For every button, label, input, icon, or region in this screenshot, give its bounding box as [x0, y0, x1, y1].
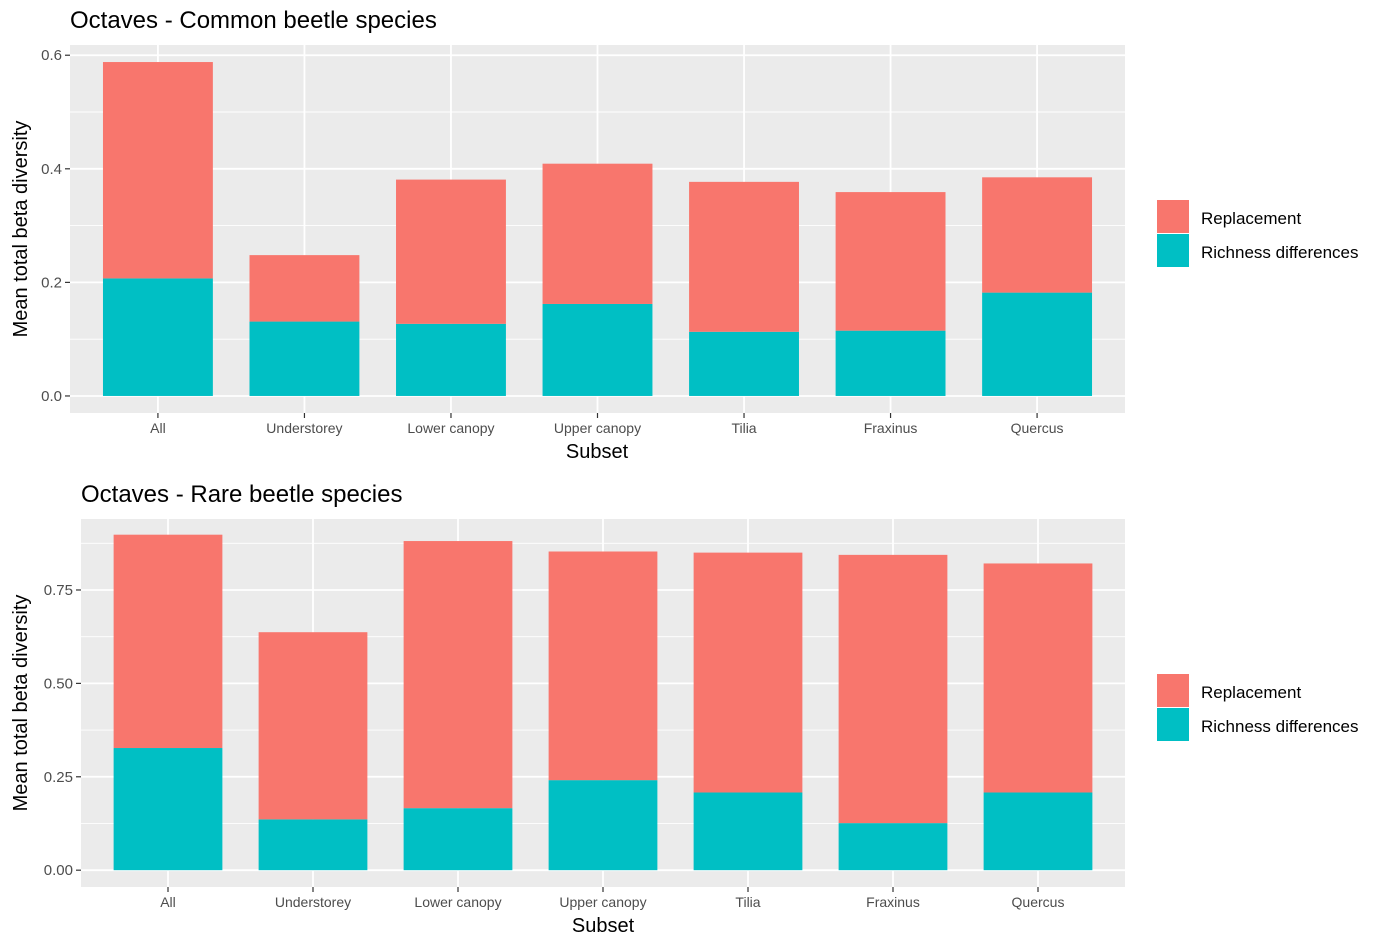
bar-fraxinus-replacement — [838, 554, 948, 824]
bar-quercus-replacement — [983, 563, 1093, 793]
bar-all-richness-differences — [113, 748, 223, 871]
x-tick-label-fraxinus: Fraxinus — [866, 894, 920, 910]
x-tick-label-all: All — [150, 420, 166, 436]
x-tick-label-lower-canopy: Lower canopy — [407, 420, 494, 436]
bar-upper-canopy-richness-differences — [548, 780, 658, 871]
y-tick-label: 0.4 — [41, 161, 62, 178]
bar-all-replacement — [102, 62, 213, 279]
chart-panel-common: Octaves - Common beetle species 0.00.20.… — [10, 7, 1359, 463]
x-tick-label-understorey: Understorey — [275, 894, 351, 910]
chart-panel-rare: Octaves - Rare beetle species 0.000.250.… — [10, 481, 1359, 937]
bars — [102, 62, 1093, 396]
bar-lower-canopy-richness-differences — [403, 808, 513, 871]
legend-label-replacement: Replacement — [1201, 683, 1301, 702]
legend-swatch-replacement — [1157, 200, 1189, 233]
bar-tilia-richness-differences — [693, 792, 803, 871]
bars — [113, 534, 1093, 871]
x-tick-label-upper-canopy: Upper canopy — [554, 420, 641, 436]
y-tick-label: 0.2 — [41, 274, 62, 291]
x-tick-label-tilia: Tilia — [735, 894, 760, 910]
x-tick-label-tilia: Tilia — [731, 420, 756, 436]
bar-quercus-richness-differences — [982, 292, 1093, 396]
y-axis-title: Mean total beta diversity — [10, 595, 32, 812]
legend-swatch-richness-differences — [1157, 234, 1189, 267]
chart-title: Octaves - Common beetle species — [70, 7, 437, 34]
y-axis-title: Mean total beta diversity — [10, 121, 32, 338]
bar-understorey-richness-differences — [258, 819, 368, 871]
y-tick-label: 0.75 — [44, 582, 73, 599]
x-axis-ticks: All Understorey Lower canopy Upper canopy Ti… — [160, 887, 1064, 910]
legend-label-replacement: Replacement — [1201, 209, 1301, 228]
x-tick-label-understorey: Understorey — [266, 420, 342, 436]
legend: Replacement Richness differences — [1157, 200, 1359, 267]
bar-lower-canopy-richness-differences — [396, 323, 506, 396]
x-tick-label-quercus: Quercus — [1011, 420, 1064, 436]
bar-tilia-replacement — [693, 552, 803, 793]
chart-title: Octaves - Rare beetle species — [81, 481, 402, 508]
legend-label-richness-differences: Richness differences — [1201, 243, 1359, 262]
bar-quercus-replacement — [982, 177, 1093, 293]
bar-upper-canopy-richness-differences — [542, 303, 653, 396]
x-tick-label-fraxinus: Fraxinus — [864, 420, 918, 436]
bar-upper-canopy-replacement — [542, 163, 653, 304]
x-axis-title: Subset — [566, 441, 629, 463]
bar-fraxinus-replacement — [835, 192, 946, 331]
legend-label-richness-differences: Richness differences — [1201, 717, 1359, 736]
x-axis-title: Subset — [572, 915, 635, 937]
y-tick-label: 0.50 — [44, 675, 73, 692]
y-tick-label: 0.6 — [41, 47, 62, 64]
bar-understorey-richness-differences — [249, 321, 360, 396]
bar-all-replacement — [113, 534, 223, 749]
bar-lower-canopy-replacement — [396, 179, 506, 324]
x-tick-label-upper-canopy: Upper canopy — [559, 894, 646, 910]
bar-quercus-richness-differences — [983, 792, 1093, 871]
y-tick-label: 0.0 — [41, 388, 62, 405]
bar-tilia-replacement — [689, 181, 799, 332]
y-tick-label: 0.25 — [44, 769, 73, 786]
y-axis-ticks: 0.00 0.25 0.50 0.75 — [44, 582, 81, 879]
x-tick-label-all: All — [160, 894, 176, 910]
legend-swatch-replacement — [1157, 674, 1189, 707]
bar-fraxinus-richness-differences — [838, 823, 948, 871]
bar-fraxinus-richness-differences — [835, 330, 946, 396]
x-axis-ticks: All Understorey Lower canopy Upper canopy Ti… — [150, 413, 1064, 436]
bar-upper-canopy-replacement — [548, 551, 658, 781]
x-tick-label-quercus: Quercus — [1012, 894, 1065, 910]
x-tick-label-lower-canopy: Lower canopy — [414, 894, 501, 910]
bar-tilia-richness-differences — [689, 331, 799, 396]
y-axis-ticks: 0.0 0.2 0.4 0.6 — [41, 47, 70, 405]
bar-understorey-replacement — [249, 255, 360, 322]
bar-lower-canopy-replacement — [403, 541, 513, 809]
bar-understorey-replacement — [258, 632, 368, 820]
bar-all-richness-differences — [102, 278, 213, 396]
legend-swatch-richness-differences — [1157, 708, 1189, 741]
legend: Replacement Richness differences — [1157, 674, 1359, 741]
y-tick-label: 0.00 — [44, 862, 73, 879]
